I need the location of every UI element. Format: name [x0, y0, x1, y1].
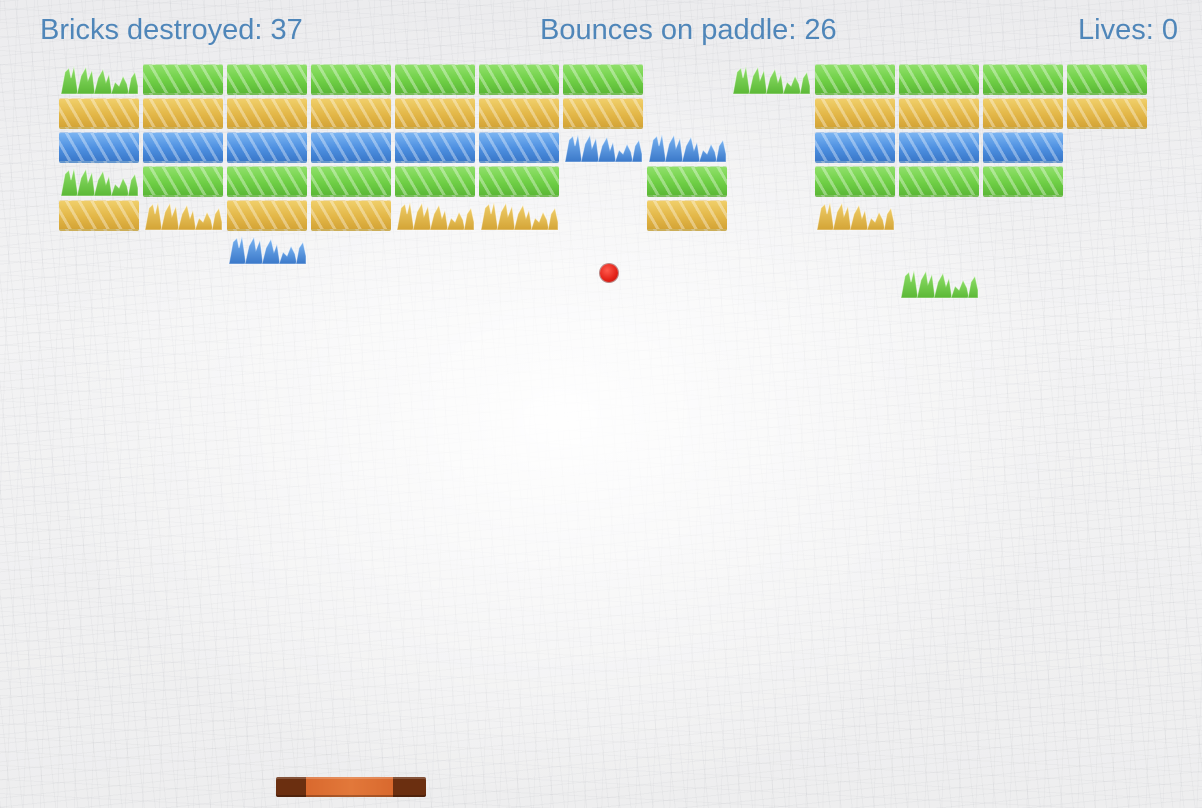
brick-green: [227, 166, 307, 197]
brick-green: [311, 166, 391, 197]
cracked-brick-green: [731, 64, 811, 95]
cracked-brick-green: [59, 166, 139, 197]
brick-blue: [899, 132, 979, 163]
brick-yellow: [395, 98, 475, 129]
paddle[interactable]: [276, 777, 426, 797]
cracked-brick-yellow: [479, 200, 559, 231]
brick-yellow: [899, 98, 979, 129]
brick-green: [311, 64, 391, 95]
brick-blue: [311, 132, 391, 163]
brick-yellow: [983, 98, 1063, 129]
paddle-bounces-counter: Bounces on paddle: 26: [540, 14, 837, 46]
brick-green: [647, 166, 727, 197]
brick-green: [479, 64, 559, 95]
brick-green: [563, 64, 643, 95]
brick-yellow: [59, 98, 139, 129]
brick-yellow: [647, 200, 727, 231]
brick-yellow: [1067, 98, 1147, 129]
brick-green: [395, 64, 475, 95]
brick-green: [479, 166, 559, 197]
brick-yellow: [227, 98, 307, 129]
brick-yellow: [479, 98, 559, 129]
cracked-brick-yellow: [143, 200, 223, 231]
cracked-brick-green: [59, 64, 139, 95]
brick-green: [815, 64, 895, 95]
brick-green: [143, 166, 223, 197]
ball: [600, 264, 618, 282]
brick-blue: [395, 132, 475, 163]
brick-blue: [59, 132, 139, 163]
brick-green: [983, 64, 1063, 95]
cracked-brick-blue: [647, 132, 727, 163]
cracked-brick-green: [899, 268, 979, 299]
cracked-brick-yellow: [395, 200, 475, 231]
brick-blue: [227, 132, 307, 163]
brick-yellow: [227, 200, 307, 231]
brick-green: [983, 166, 1063, 197]
brick-green: [143, 64, 223, 95]
lives-counter: Lives: 0: [1078, 14, 1178, 46]
cracked-brick-blue: [227, 234, 307, 265]
brick-green: [1067, 64, 1147, 95]
brick-blue: [143, 132, 223, 163]
cracked-brick-blue: [563, 132, 643, 163]
brick-yellow: [143, 98, 223, 129]
brick-yellow: [59, 200, 139, 231]
brick-yellow: [311, 98, 391, 129]
cracked-brick-yellow: [815, 200, 895, 231]
brick-yellow: [815, 98, 895, 129]
brick-blue: [479, 132, 559, 163]
brick-green: [899, 64, 979, 95]
brick-yellow: [311, 200, 391, 231]
bricks-destroyed-counter: Bricks destroyed: 37: [40, 14, 303, 46]
brick-green: [815, 166, 895, 197]
brick-green: [899, 166, 979, 197]
brick-blue: [983, 132, 1063, 163]
brick-yellow: [563, 98, 643, 129]
brick-blue: [815, 132, 895, 163]
brick-green: [395, 166, 475, 197]
brick-green: [227, 64, 307, 95]
